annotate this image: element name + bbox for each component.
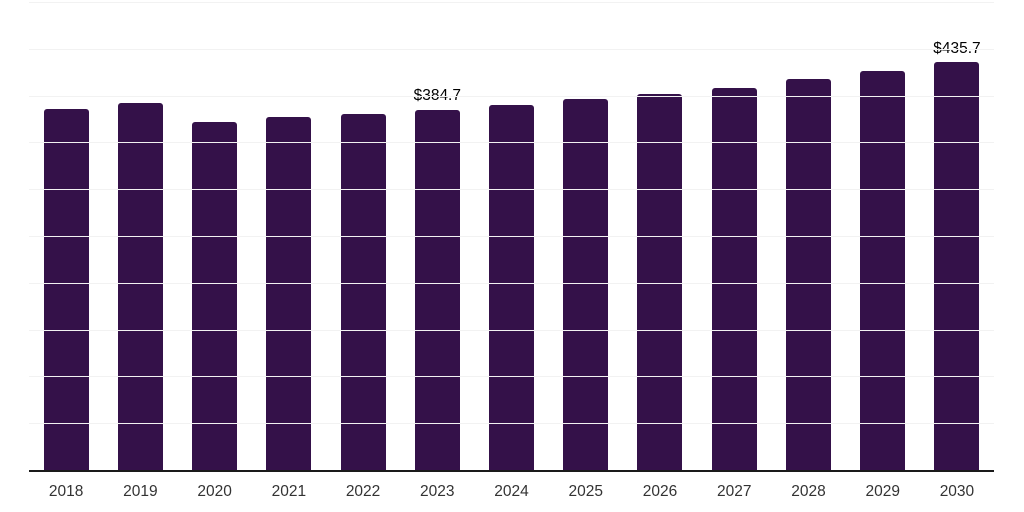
bar-2023 [414,109,460,470]
bar-2018 [43,108,89,470]
gridline-300 [29,189,994,191]
plot-area: $384.7 $435.7 [29,2,994,472]
bar-2029 [860,71,906,470]
bar-slot-2028 [771,2,845,470]
bar-2028 [785,79,831,470]
chart-container: $384.7 $435.7 2018 2019 2020 2021 2022 2023 202… [29,0,994,512]
gridline-50 [29,423,994,425]
x-tick-2027: 2027 [716,483,752,500]
x-tick-2025: 2025 [568,483,603,500]
data-label-2030: $435.7 [933,39,981,57]
x-tick-2026: 2026 [642,483,678,500]
bar-slot-2029 [846,2,920,470]
bar-slot-2030: $435.7 [920,2,994,470]
bar-slot-2025 [549,2,623,470]
bar-slot-2024 [474,2,548,470]
x-tick-2029: 2029 [865,483,900,500]
bar-2021 [266,116,312,470]
gridline-400 [29,95,994,97]
x-tick-2023: 2023 [420,483,455,500]
bar-2030 [934,62,980,470]
bar-slot-2019 [103,2,177,470]
bar-2020 [192,121,238,470]
bar-2027 [711,87,757,470]
gridline-450 [29,48,994,50]
bar-2025 [563,99,609,470]
x-tick-2028: 2028 [791,483,826,500]
gridline-500 [29,2,994,3]
bar-slot-2022 [326,2,400,470]
bar-slot-2026 [623,2,697,470]
bar-2022 [340,114,386,470]
bar-slot-2027 [697,2,771,470]
x-tick-2022: 2022 [345,483,381,500]
gridline-250 [29,236,994,237]
x-tick-2019: 2019 [123,483,158,500]
bar-slot-2023: $384.7 [400,2,474,470]
x-tick-2020: 2020 [197,483,232,500]
x-tick-2024: 2024 [494,483,529,500]
bar-2024 [489,104,535,470]
x-tick-2018: 2018 [48,483,84,500]
gridline-150 [29,329,994,331]
bar-slot-2020 [177,2,251,470]
gridline-200 [29,282,994,284]
x-axis-tick-labels: 2018 2019 2020 2021 2022 2023 2024 2025 2026 2027… [29,482,994,502]
gridline-100 [29,376,994,378]
x-tick-2021: 2021 [271,483,307,500]
bar-slot-2018 [29,2,103,470]
gridline-350 [29,142,994,144]
x-tick-2030: 2030 [939,483,975,500]
bars-layer: $384.7 $435.7 [29,2,994,470]
bar-2026 [637,94,683,470]
bar-2019 [117,102,163,470]
bar-slot-2021 [252,2,326,470]
